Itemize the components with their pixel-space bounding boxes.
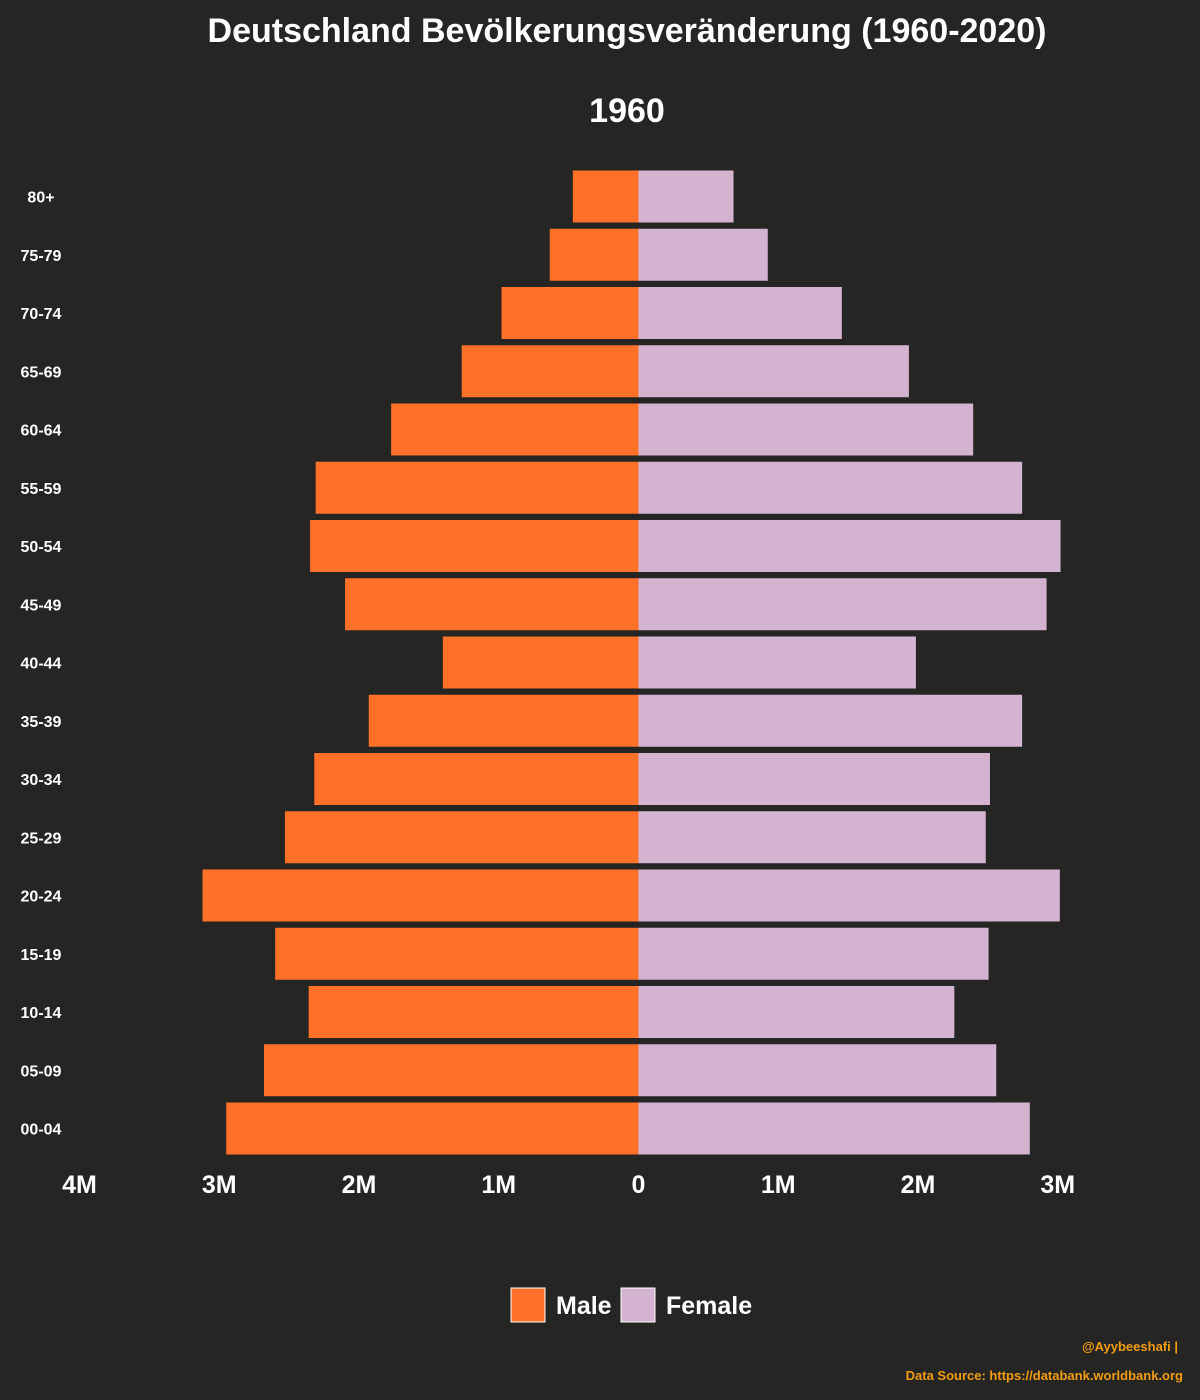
chart-year-subtitle: 1960	[589, 92, 665, 130]
y-tick-label: 20-24	[21, 889, 62, 906]
bar-female-60-64	[638, 403, 974, 456]
x-tick-label: 0	[632, 1171, 646, 1199]
author-credit: @Ayybeeshafi |	[1082, 1339, 1178, 1354]
bar-female-15-19	[638, 927, 989, 980]
bar-female-45-49	[638, 578, 1047, 631]
bar-male-00-04	[226, 1102, 639, 1155]
x-tick-label: 3M	[202, 1171, 237, 1199]
bar-male-30-34	[314, 753, 639, 805]
bar-male-65-69	[461, 345, 639, 398]
y-tick-label: 40-44	[21, 656, 62, 673]
y-tick-label: 70-74	[21, 306, 62, 323]
bar-male-45-49	[345, 578, 639, 631]
y-tick-label: 60-64	[21, 423, 62, 440]
y-tick-label: 65-69	[21, 364, 62, 381]
bar-female-80+	[638, 170, 734, 223]
legend-swatch-female	[620, 1287, 656, 1323]
x-tick-label: 2M	[342, 1171, 377, 1199]
chart-title: Deutschland Bevölkerungsveränderung (196…	[208, 12, 1047, 50]
bar-male-05-09	[263, 1044, 639, 1097]
y-tick-label: 50-54	[21, 539, 62, 556]
bar-male-35-39	[368, 694, 639, 747]
bar-female-20-24	[638, 869, 1060, 922]
y-tick-label: 25-29	[21, 830, 62, 847]
bar-male-10-14	[308, 986, 639, 1038]
bar-female-75-79	[638, 228, 768, 281]
bars-group	[202, 170, 1061, 1155]
x-axis-tick-labels: 4M 3M 2M 1M 0 1M 2M 3M	[62, 1171, 1075, 1199]
x-tick-label: 1M	[761, 1171, 796, 1199]
x-tick-label: 2M	[901, 1171, 936, 1199]
legend-swatch-male	[510, 1287, 546, 1323]
bar-female-40-44	[638, 636, 916, 689]
bar-male-55-59	[315, 461, 639, 514]
bar-male-50-54	[310, 520, 639, 572]
y-tick-label: 15-19	[21, 947, 62, 964]
y-tick-label: 10-14	[21, 1005, 62, 1022]
data-source-credit: Data Source: https://databank.worldbank.…	[906, 1368, 1183, 1383]
bar-female-70-74	[638, 287, 842, 339]
bar-female-25-29	[638, 811, 986, 864]
y-tick-label: 45-49	[21, 597, 62, 614]
bar-female-00-04	[638, 1102, 1030, 1155]
bar-male-60-64	[391, 403, 639, 456]
y-tick-label: 05-09	[21, 1063, 62, 1080]
bar-male-40-44	[442, 636, 639, 689]
x-tick-label: 4M	[62, 1171, 97, 1199]
y-tick-label: 55-59	[21, 481, 62, 498]
y-tick-label: 30-34	[21, 772, 62, 789]
bar-male-25-29	[284, 811, 639, 864]
legend-label-female: Female	[666, 1292, 752, 1320]
bar-male-80+	[572, 170, 639, 223]
bar-female-10-14	[638, 986, 955, 1038]
y-tick-label: 80+	[27, 190, 54, 207]
legend: Male Female	[510, 1287, 752, 1323]
bar-male-75-79	[549, 228, 639, 281]
bar-male-70-74	[501, 287, 639, 339]
bar-male-15-19	[275, 927, 639, 980]
bar-female-50-54	[638, 520, 1061, 572]
y-axis-tick-labels: 80+ 75-79 70-74 65-69 60-64 55-59 50-54 45-49 40…	[21, 190, 62, 1139]
bar-female-65-69	[638, 345, 909, 398]
y-tick-label: 35-39	[21, 714, 62, 731]
x-tick-label: 3M	[1040, 1171, 1075, 1199]
x-tick-label: 1M	[481, 1171, 516, 1199]
bar-female-05-09	[638, 1044, 997, 1097]
bar-female-35-39	[638, 694, 1023, 747]
y-tick-label: 75-79	[21, 248, 62, 265]
bar-female-55-59	[638, 461, 1023, 514]
y-tick-label: 00-04	[21, 1122, 62, 1139]
legend-label-male: Male	[556, 1292, 612, 1320]
bar-male-20-24	[202, 869, 639, 922]
bar-female-30-34	[638, 753, 990, 805]
